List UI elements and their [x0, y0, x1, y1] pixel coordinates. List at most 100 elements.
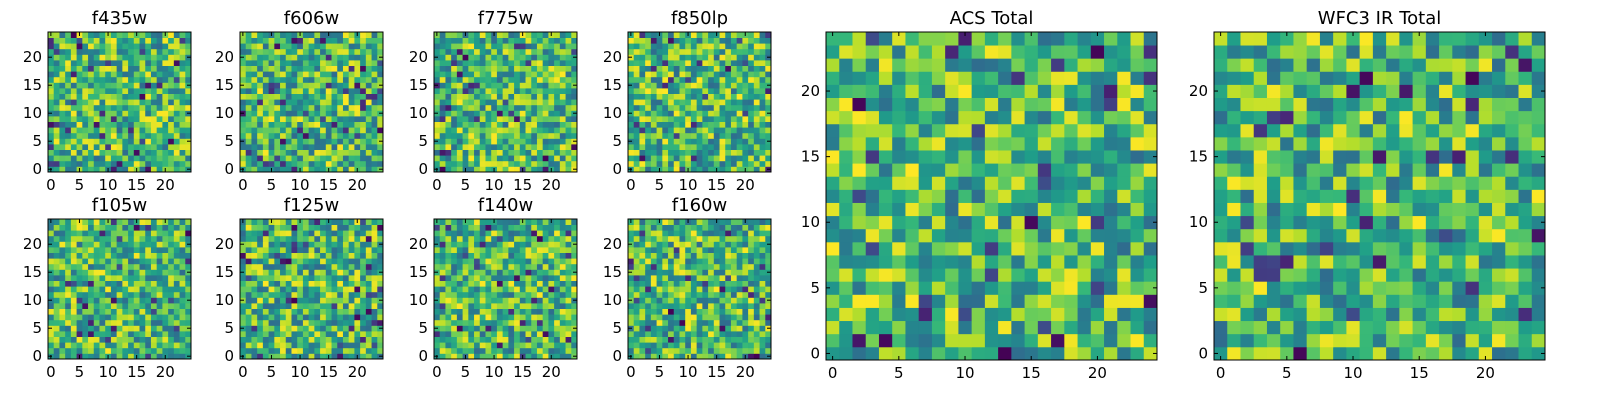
heatmap-cell — [150, 132, 158, 139]
heatmap-cell — [508, 247, 515, 253]
heatmap-cell — [645, 121, 652, 128]
heatmap-cell — [508, 166, 515, 173]
heatmap-cell — [99, 48, 106, 55]
heatmap-cell — [565, 82, 572, 89]
heatmap-cell — [59, 263, 66, 270]
heatmap-cell — [93, 144, 100, 150]
heatmap-cell — [162, 336, 169, 343]
heatmap-cell — [371, 230, 378, 237]
heatmap-cell — [377, 71, 384, 78]
heatmap-cell — [280, 54, 287, 61]
heatmap-cell — [468, 219, 475, 225]
heatmap-cell — [690, 54, 698, 61]
heatmap-cell — [93, 319, 100, 326]
heatmap-cell — [262, 132, 269, 139]
heatmap-cell — [110, 82, 118, 89]
heatmap-cell — [116, 160, 123, 167]
heatmap-cell — [759, 76, 766, 83]
heatmap-cell — [725, 144, 732, 150]
heatmap-cell — [348, 127, 355, 134]
heatmap-cell — [93, 325, 100, 332]
heatmap-cell — [434, 230, 441, 237]
heatmap-cell — [285, 224, 292, 231]
heatmap-cell — [736, 121, 743, 128]
heatmap-cell — [122, 353, 129, 360]
heatmap-cell — [88, 138, 95, 145]
heatmap-cell — [348, 155, 355, 162]
heatmap-cell — [565, 32, 572, 38]
heatmap-cell — [571, 224, 578, 231]
heatmap-cell — [162, 110, 169, 117]
heatmap-cell — [331, 286, 338, 293]
heatmap-cell — [185, 224, 192, 231]
heatmap-cell — [542, 263, 549, 270]
heatmap-cell — [639, 54, 646, 61]
heatmap-cell — [251, 121, 258, 128]
heatmap-cell — [150, 235, 158, 242]
heatmap-cell — [116, 308, 123, 315]
heatmap-cell — [365, 263, 372, 270]
heatmap-cell — [713, 110, 720, 117]
heatmap-cell — [139, 347, 146, 354]
heatmap-cell — [456, 230, 463, 237]
heatmap-cell — [285, 291, 292, 298]
heatmap-cell — [145, 132, 152, 139]
heatmap-cell — [645, 280, 652, 287]
heatmap-cell — [462, 303, 469, 309]
heatmap-cell — [730, 275, 738, 281]
heatmap-cell — [531, 127, 538, 134]
heatmap-cell — [70, 104, 77, 111]
heatmap-cell — [280, 88, 287, 94]
heatmap-cell — [70, 99, 77, 106]
heatmap-cell — [360, 54, 367, 61]
heatmap-cell — [536, 82, 544, 89]
heatmap-cell — [474, 342, 481, 349]
heatmap-cell — [82, 48, 89, 55]
heatmap-cell — [542, 347, 549, 354]
heatmap-cell — [302, 325, 310, 332]
heatmap-cell — [719, 104, 726, 111]
heatmap-cell — [145, 60, 152, 66]
heatmap-cell — [531, 353, 538, 360]
heatmap-cell — [542, 286, 549, 293]
heatmap-cell — [82, 160, 89, 167]
heatmap-cell — [456, 219, 463, 225]
heatmap-cell — [531, 144, 538, 150]
heatmap-cell — [348, 54, 355, 61]
heatmap-cell — [105, 60, 112, 66]
heatmap-cell — [251, 263, 258, 270]
heatmap-cell — [708, 308, 715, 315]
heatmap-cell — [496, 76, 504, 83]
heatmap-cell — [690, 342, 698, 349]
heatmap-cell — [496, 331, 504, 337]
heatmap-cell — [59, 121, 66, 128]
heatmap-cell — [320, 224, 327, 231]
heatmap-cell — [93, 297, 100, 304]
heatmap-cell — [70, 219, 77, 225]
heatmap-cell — [133, 241, 140, 248]
heatmap-cell — [639, 32, 646, 38]
heatmap-cell — [565, 286, 572, 293]
heatmap-cell — [730, 132, 738, 139]
heatmap-cell — [262, 224, 269, 231]
heatmap-cell — [365, 280, 372, 287]
heatmap-cell — [122, 303, 129, 309]
heatmap-cell — [70, 138, 77, 145]
heatmap-cell — [462, 241, 469, 248]
heatmap-cell — [70, 286, 77, 293]
heatmap-cell — [245, 88, 252, 94]
heatmap-cell — [325, 235, 332, 242]
heatmap-cell — [93, 247, 100, 253]
heatmap-cell — [759, 275, 766, 281]
heatmap-cell — [451, 219, 458, 225]
heatmap-cell — [122, 297, 129, 304]
heatmap-cell — [314, 224, 321, 231]
heatmap-cell — [133, 297, 140, 304]
heatmap-cell — [753, 160, 760, 167]
heatmap-cell — [320, 325, 327, 332]
heatmap-cell — [128, 303, 135, 309]
heatmap-cell — [133, 263, 140, 270]
heatmap-cell — [110, 263, 118, 270]
heatmap-cell — [485, 82, 492, 89]
heatmap-cell — [354, 297, 361, 304]
